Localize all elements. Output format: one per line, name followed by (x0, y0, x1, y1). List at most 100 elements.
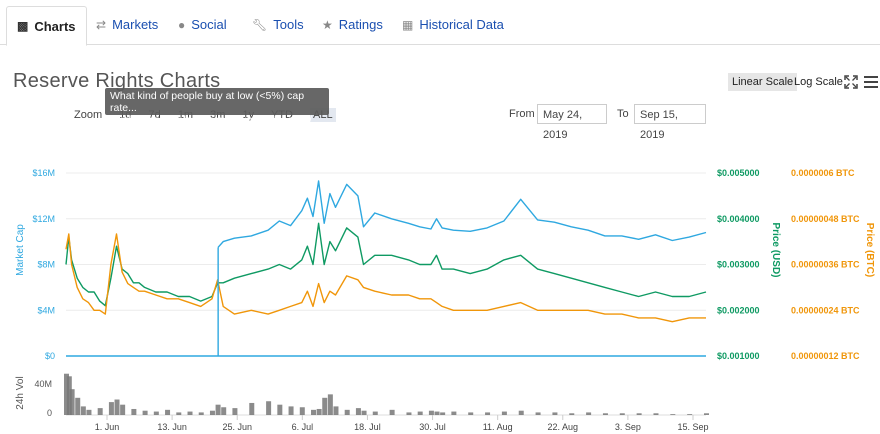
tab-label: Historical Data (419, 17, 504, 32)
price-btc-axis-label: Price (BTC) (864, 223, 875, 277)
volume-bar (176, 412, 182, 415)
volume-bar (277, 404, 283, 415)
x-tick-label: 1. Jun (95, 422, 120, 432)
market-cap-tick-label: $4M (37, 305, 55, 315)
volume-bar (316, 408, 322, 415)
from-date-input[interactable]: May 24, 2019 (537, 104, 607, 141)
volume-bar (114, 399, 120, 415)
volume-bar (69, 389, 75, 415)
price-usd-tick-label: $0.005000 (717, 168, 760, 178)
volume-bar (165, 409, 171, 415)
x-tick-label: 30. Jul (419, 422, 446, 432)
volume-bar (108, 402, 114, 415)
volume-bar (619, 413, 625, 415)
volume-bar (299, 407, 305, 415)
tab-label: Tools (273, 17, 304, 32)
market-cap-tick-label: $16M (32, 168, 55, 178)
volume-bar (327, 394, 333, 415)
volume-bar (215, 404, 221, 415)
volume-bar (535, 412, 541, 415)
tab-ratings[interactable]: ★ Ratings (322, 6, 383, 43)
volume-bar (86, 409, 92, 415)
market-cap-tick-label: $0 (45, 351, 55, 361)
volume-bar (552, 412, 558, 415)
market-cap-line-1 (217, 180, 707, 248)
volume-bar (249, 402, 255, 415)
volume-bar (198, 412, 204, 415)
globe-icon: ● (178, 17, 186, 32)
price-btc-tick-label: 0.00000012 BTC (791, 351, 860, 361)
x-tick-label: 3. Sep (615, 422, 641, 432)
tab-historical-data[interactable]: ▦ Historical Data (402, 6, 504, 43)
menu-icon[interactable] (864, 76, 878, 88)
volume-bar (131, 408, 137, 415)
tab-markets[interactable]: ⇄ Markets (96, 6, 158, 43)
volume-bar (344, 409, 350, 415)
volume-bar (653, 413, 659, 415)
bar-chart-icon: ▩ (17, 19, 29, 33)
price-btc-tick-label: 0.0000006 BTC (791, 168, 855, 178)
x-tick-label: 13. Jun (157, 422, 187, 432)
tab-charts[interactable]: ▩ Charts (6, 6, 87, 46)
price-usd-axis-label: Price (USD) (770, 222, 781, 277)
volume-bar (66, 376, 72, 415)
volume-bar (322, 397, 328, 415)
x-tick-label: 15. Sep (677, 422, 708, 432)
volume-bar (428, 410, 434, 415)
volume-bar (361, 410, 367, 415)
volume-bar (440, 412, 446, 415)
x-tick-label: 11. Aug (483, 422, 513, 432)
zoom-1y-button[interactable]: 1y (242, 109, 255, 121)
from-label: From (509, 108, 535, 120)
log-scale-button[interactable]: Log Scale (794, 76, 843, 88)
tab-label: Charts (34, 18, 76, 34)
volume-bar (288, 406, 294, 415)
volume-bar (153, 411, 159, 415)
volume-bar (406, 412, 412, 415)
volume-bar (120, 404, 126, 415)
volume-bar (518, 410, 524, 415)
market-cap-tick-label: $8M (37, 260, 55, 270)
volume-bar (389, 409, 395, 415)
page-title: Reserve Rights Charts (13, 70, 221, 92)
volume-bar (687, 414, 693, 415)
volume-bar (221, 407, 227, 415)
volume-bar (80, 406, 86, 415)
volume-bar (187, 411, 193, 415)
volume-tick-label: 0 (47, 408, 52, 418)
tab-label: Markets (112, 17, 159, 32)
market-cap-axis-label: Market Cap (15, 224, 26, 276)
volume-bar (468, 412, 474, 415)
volume-bar (372, 411, 378, 415)
calendar-icon: ▦ (402, 17, 414, 32)
tab-social[interactable]: ● Social (178, 6, 227, 43)
tab-bar: ▩ Charts ⇄ Markets ● Social 🔧︎ Tools ★ Rating… (0, 0, 880, 46)
volume-bar (451, 411, 457, 415)
star-icon: ★ (322, 17, 333, 32)
volume-tick-label: 40M (34, 379, 52, 389)
to-date-input[interactable]: Sep 15, 2019 (634, 104, 706, 141)
volume-bar (670, 414, 676, 415)
link-tooltip: What kind of people buy at low (<5%) cap… (105, 88, 329, 126)
wrench-icon: 🔧︎ (252, 17, 268, 32)
price-usd-tick-label: $0.001000 (717, 351, 760, 361)
exchange-arrows-icon: ⇄ (96, 17, 107, 32)
price-btc-line-3 (65, 233, 706, 323)
volume-bar (355, 408, 361, 415)
volume-axis-label: 24h Vol (15, 376, 26, 409)
volume-bar (266, 401, 272, 415)
tab-label: Social (191, 17, 227, 32)
volume-bar (142, 410, 148, 415)
price-usd-line-2 (65, 222, 707, 307)
volume-bar (75, 397, 81, 415)
volume-bar (333, 406, 339, 415)
fullscreen-icon[interactable] (844, 75, 858, 89)
tab-tools[interactable]: 🔧︎ Tools (252, 6, 304, 43)
volume-bar (501, 411, 507, 415)
volume-bar (434, 411, 440, 415)
volume-bar (97, 408, 103, 415)
volume-bar (311, 409, 317, 415)
price-usd-tick-label: $0.004000 (717, 214, 760, 224)
linear-scale-button[interactable]: Linear Scale (728, 73, 798, 91)
